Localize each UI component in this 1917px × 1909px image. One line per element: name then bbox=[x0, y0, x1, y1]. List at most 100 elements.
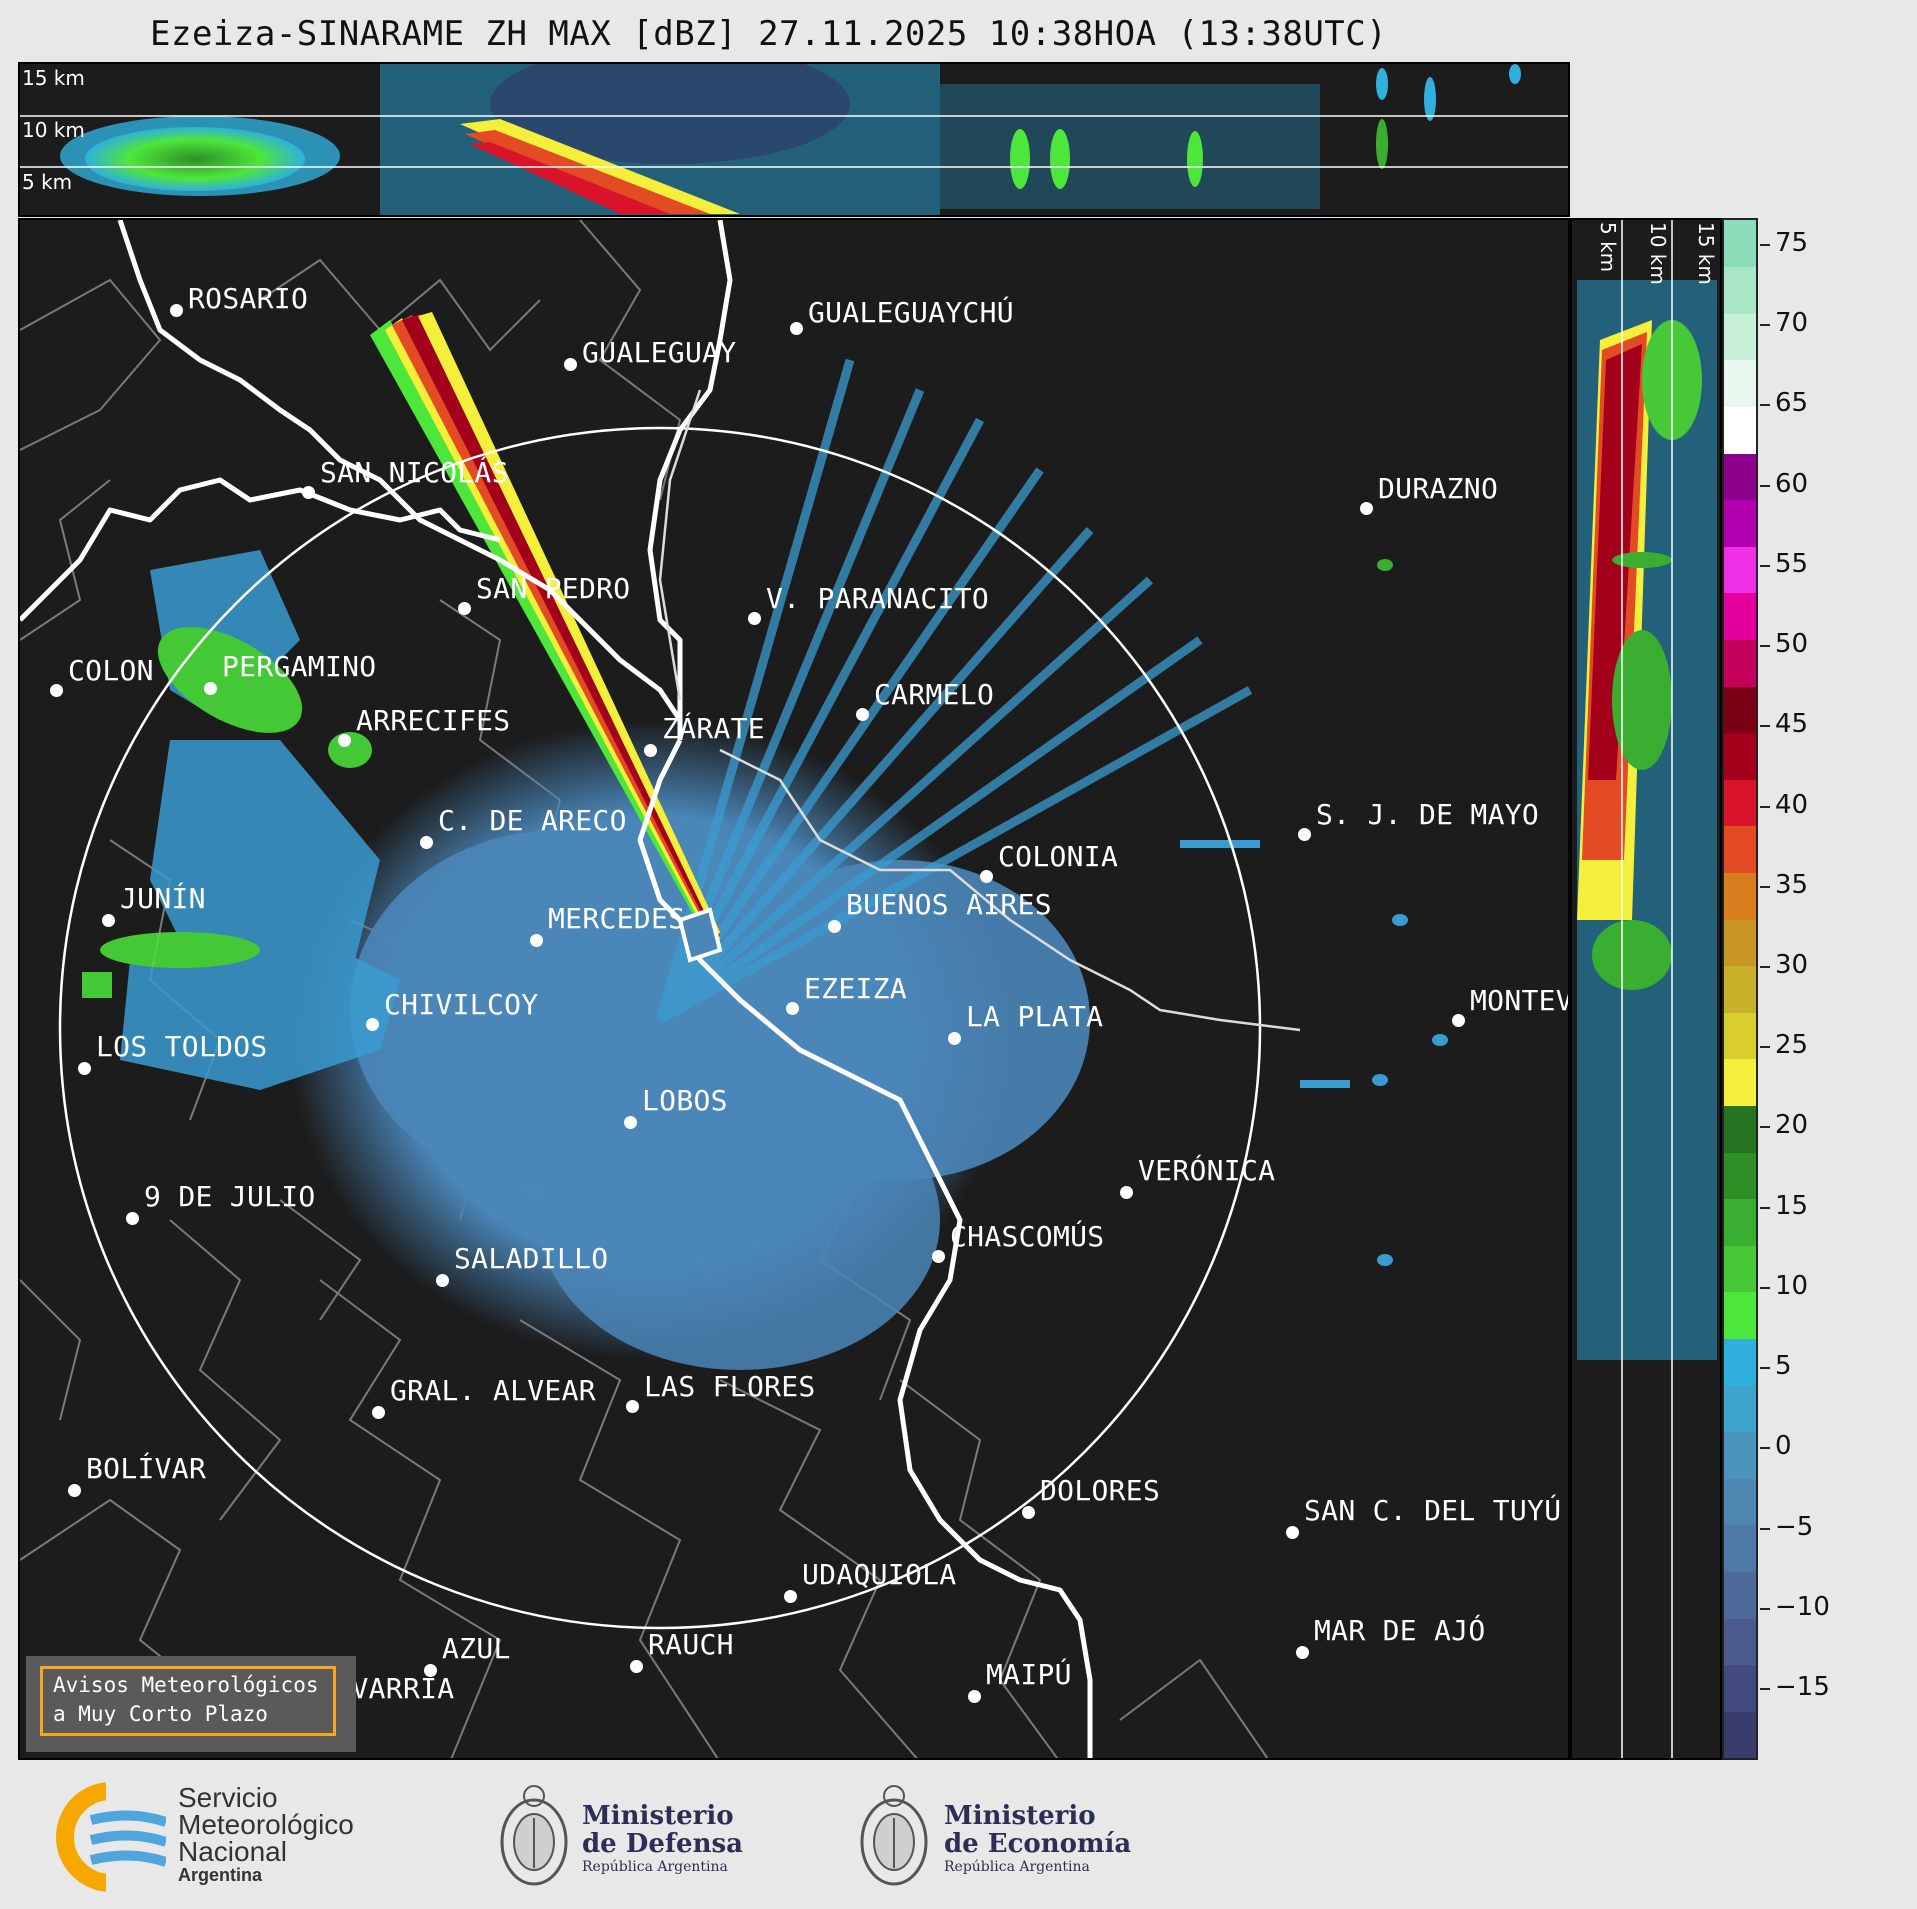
colorbar-band bbox=[1724, 1245, 1756, 1293]
colorbar-band bbox=[1724, 779, 1756, 827]
colorbar-band bbox=[1724, 1385, 1756, 1433]
colorbar-tick-label: 35 bbox=[1775, 869, 1809, 900]
altitude-label-5km: 5 km bbox=[22, 170, 73, 194]
city-marker bbox=[968, 1690, 981, 1703]
chart-title: Ezeiza-SINARAME ZH MAX [dBZ] 27.11.2025 … bbox=[150, 14, 1388, 54]
city-marker bbox=[1296, 1646, 1309, 1659]
city-label: GRAL. ALVEAR bbox=[390, 1374, 596, 1407]
colorbar-tick bbox=[1760, 484, 1770, 487]
city-label: CHASCOMÚS bbox=[950, 1220, 1105, 1253]
city-label: GUALEGUAYCHÚ bbox=[808, 296, 1014, 329]
city-label: DURAZNO bbox=[1378, 472, 1499, 505]
colorbar-tick bbox=[1760, 966, 1770, 968]
city-label: MERCEDES bbox=[548, 902, 686, 935]
city-marker bbox=[50, 684, 63, 697]
colorbar-tick-label: 55 bbox=[1775, 548, 1809, 579]
city-marker bbox=[78, 1062, 91, 1075]
colorbar-tick bbox=[1760, 805, 1770, 808]
city-marker bbox=[436, 1274, 449, 1287]
alert-line-1: Avisos Meteorológicos bbox=[53, 1673, 319, 1697]
side-cross-section-graphic bbox=[1577, 220, 1717, 1758]
smn-line-3: Nacional bbox=[178, 1836, 287, 1867]
colorbar-band bbox=[1724, 1152, 1756, 1200]
altitude-label-10km-vertical: 10 km bbox=[1646, 222, 1670, 285]
city-marker bbox=[624, 1116, 637, 1129]
colorbar-tick-label: 20 bbox=[1775, 1110, 1809, 1141]
colorbar-tick-label: 15 bbox=[1775, 1190, 1809, 1221]
colorbar-band bbox=[1724, 1711, 1756, 1759]
colorbar-tick bbox=[1760, 404, 1770, 407]
city-marker bbox=[366, 1018, 379, 1031]
colorbar-band bbox=[1724, 266, 1756, 314]
city-marker bbox=[204, 682, 217, 695]
city-label: ARRECIFES bbox=[356, 704, 511, 737]
city-label: DOLORES bbox=[1040, 1474, 1161, 1507]
colorbar-band bbox=[1724, 592, 1756, 640]
colorbar-band bbox=[1724, 1012, 1756, 1060]
colorbar-tick bbox=[1760, 1367, 1770, 1370]
city-marker bbox=[338, 734, 351, 747]
city-label: SAN PEDRO bbox=[476, 572, 631, 605]
colorbar-tick bbox=[1760, 1126, 1770, 1129]
defensa-line-3: República Argentina bbox=[582, 1859, 728, 1875]
city-label: COLON bbox=[68, 654, 154, 687]
radar-map-graphic bbox=[20, 220, 1448, 1758]
city-marker bbox=[372, 1406, 385, 1419]
colorbar-tick bbox=[1760, 1447, 1770, 1450]
colorbar-band bbox=[1724, 313, 1756, 361]
city-marker bbox=[1452, 1014, 1465, 1027]
altitude-label-5km-vertical: 5 km bbox=[1596, 222, 1620, 273]
economia-line-3: República Argentina bbox=[944, 1859, 1090, 1875]
defensa-line-1: Ministerio bbox=[582, 1801, 734, 1831]
colorbar-band bbox=[1724, 825, 1756, 873]
colorbar-band bbox=[1724, 499, 1756, 547]
colorbar-band bbox=[1724, 1291, 1756, 1340]
colorbar-band bbox=[1724, 732, 1756, 780]
defensa-line-2: de Defensa bbox=[582, 1829, 743, 1859]
colorbar-tick-label: −5 bbox=[1775, 1511, 1814, 1542]
altitude-label-10km: 10 km bbox=[22, 118, 85, 142]
alert-box[interactable]: Avisos Meteorológicos a Muy Corto Plazo bbox=[26, 1656, 356, 1752]
city-marker bbox=[302, 486, 315, 499]
colorbar-tick-label: 25 bbox=[1775, 1030, 1809, 1061]
radar-map-panel: ROSARIO GUALEGUAYCHÚ GUALEGUAY SAN NICOL… bbox=[18, 218, 1570, 1760]
city-marker bbox=[948, 1032, 961, 1045]
city-label: S. J. DE MAYO bbox=[1316, 798, 1540, 831]
colorbar-tick bbox=[1760, 324, 1770, 327]
city-label: BUENOS AIRES bbox=[846, 888, 1052, 921]
colorbar-band bbox=[1724, 872, 1756, 920]
colorbar-tick bbox=[1760, 564, 1770, 567]
city-label: COLONIA bbox=[998, 840, 1119, 873]
colorbar-band bbox=[1724, 359, 1756, 407]
city-marker bbox=[630, 1660, 643, 1673]
colorbar-tick-label: 65 bbox=[1775, 388, 1809, 419]
city-label: GUALEGUAY bbox=[582, 336, 737, 369]
city-label: SAN C. DEL TUYÚ bbox=[1304, 1494, 1562, 1527]
city-marker bbox=[784, 1590, 797, 1603]
city-label: VERÓNICA bbox=[1138, 1154, 1276, 1187]
city-label: V. PARANACITO bbox=[766, 582, 990, 615]
colorbar-band bbox=[1724, 1338, 1756, 1386]
colorbar-band bbox=[1724, 965, 1756, 1013]
city-label: SAN NICOLÁS bbox=[320, 456, 509, 489]
city-label: C. DE ARECO bbox=[438, 804, 627, 837]
city-label: MONTEV bbox=[1470, 984, 1570, 1017]
city-marker bbox=[786, 1002, 799, 1015]
colorbar-band bbox=[1724, 406, 1756, 454]
colorbar-tick-label: 5 bbox=[1775, 1351, 1792, 1382]
city-marker bbox=[748, 612, 761, 625]
city-label: LA PLATA bbox=[966, 1000, 1104, 1033]
economia-line-1: Ministerio bbox=[944, 1801, 1096, 1831]
colorbar-tick bbox=[1760, 1607, 1770, 1610]
city-label: ROSARIO bbox=[188, 282, 309, 315]
city-label: CARMELO bbox=[874, 678, 995, 711]
colorbar-tick-label: 40 bbox=[1775, 789, 1809, 820]
city-marker bbox=[424, 1664, 437, 1677]
city-marker bbox=[828, 920, 841, 933]
city-label: LAS FLORES bbox=[644, 1370, 816, 1403]
city-marker bbox=[170, 304, 183, 317]
city-label: UDAQUIOLA bbox=[802, 1558, 957, 1591]
colorbar-tick-label: 75 bbox=[1775, 228, 1809, 258]
colorbar-band bbox=[1724, 453, 1756, 501]
city-marker bbox=[856, 708, 869, 721]
